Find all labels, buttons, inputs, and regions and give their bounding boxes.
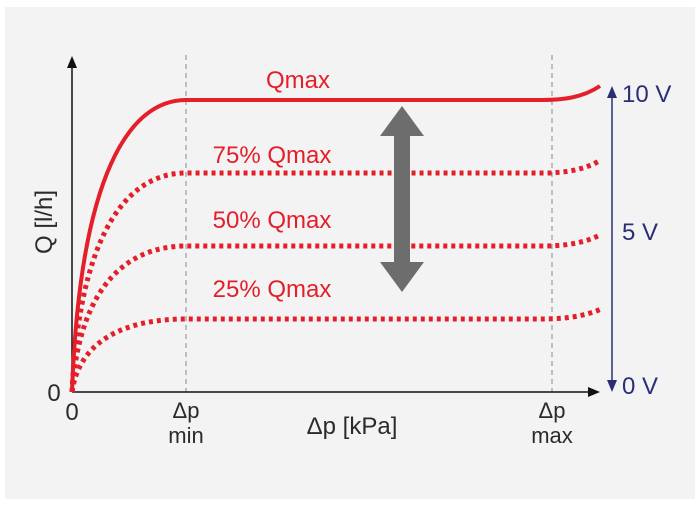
curve-50-qmax	[69, 232, 602, 393]
double-headed-vertical-arrow-icon	[380, 106, 424, 292]
dp-min-label-bottom: min	[168, 423, 203, 448]
dp-min-label-top: Δp	[173, 398, 200, 423]
curves-group	[69, 84, 602, 393]
x-axis-arrowhead	[588, 387, 600, 397]
voltage-label-bottom: 0 V	[622, 373, 658, 400]
curve-label-75: 75% Qmax	[213, 142, 332, 169]
curve-label-qmax: Qmax	[266, 67, 330, 94]
curve-label-50: 50% Qmax	[213, 207, 332, 234]
x-zero-label: 0	[65, 399, 78, 426]
dp-max-label-bottom: max	[531, 423, 573, 448]
voltage-label-mid: 5 V	[622, 219, 658, 246]
x-axis-label: Δp [kPa]	[307, 413, 398, 440]
dp-max-label-top: Δp	[539, 398, 566, 423]
curve-75-qmax	[69, 158, 602, 393]
voltage-label-top: 10 V	[622, 81, 671, 108]
curve-label-25: 25% Qmax	[213, 276, 332, 303]
curve-25-qmax	[69, 307, 601, 393]
voltage-axis-arrowhead-top	[607, 86, 617, 98]
y-axis-arrowhead	[67, 56, 77, 68]
curve-qmax	[70, 84, 602, 393]
y-axis-label: Q [l/h]	[31, 190, 58, 254]
diagram-panel	[5, 7, 695, 499]
y-zero-label: 0	[47, 380, 60, 407]
voltage-axis-arrowhead-bottom	[607, 380, 617, 392]
